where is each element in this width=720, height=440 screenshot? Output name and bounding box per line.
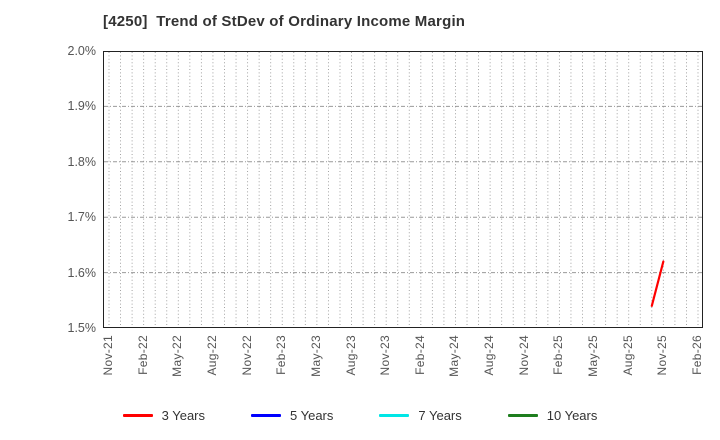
y-tick-label: 2.0% (67, 44, 97, 58)
x-tick-label: May-23 (308, 335, 323, 377)
plot-area (103, 51, 703, 328)
x-tick-label: Aug-25 (620, 335, 635, 376)
legend-label: 10 Years (546, 408, 598, 423)
x-tick-label: Feb-26 (690, 335, 704, 375)
y-tick-label: 1.7% (67, 210, 97, 225)
y-tick-label: 1.8% (67, 154, 97, 169)
x-tick-label: Aug-24 (482, 335, 497, 376)
chart-title: [4250] Trend of StDev of Ordinary Income… (103, 13, 466, 30)
x-tick-label: Nov-25 (655, 335, 670, 376)
legend-line-swatch (122, 414, 153, 417)
x-tick-label: Aug-22 (204, 335, 219, 376)
x-tick-label: May-25 (586, 335, 601, 377)
legend: 3 Years 5 Years 7 Years 10 Years (0, 408, 720, 423)
x-tick-label: Feb-25 (551, 335, 566, 375)
y-tick-label: 1.6% (67, 265, 97, 280)
legend-label: 3 Years (161, 408, 205, 423)
legend-line-swatch (251, 414, 281, 417)
x-tick-label: May-22 (170, 335, 185, 377)
x-tick-label: Nov-22 (239, 335, 254, 376)
series-line-3-years (650, 260, 665, 307)
x-tick-label: Feb-23 (274, 335, 289, 375)
y-tick-label: 1.5% (67, 321, 97, 335)
x-tick-label: Aug-23 (343, 335, 358, 376)
x-tick-label: May-24 (447, 335, 462, 377)
legend-item-10-years: 10 Years (507, 408, 598, 423)
x-tick-label: Nov-21 (101, 335, 115, 376)
legend-label: 7 Years (418, 408, 462, 423)
legend-line-swatch (379, 414, 410, 417)
legend-item-7-years: 7 Years (379, 408, 462, 423)
x-tick-label: Nov-23 (378, 335, 393, 376)
x-tick-label: Nov-24 (516, 335, 531, 376)
x-tick-label: Feb-24 (412, 335, 427, 375)
plot-border (103, 51, 703, 328)
plot-svg (103, 51, 703, 328)
y-tick-label: 1.9% (67, 99, 97, 114)
legend-label: 5 Years (290, 408, 334, 423)
legend-item-3-years: 3 Years (122, 408, 205, 423)
legend-item-5-years: 5 Years (251, 408, 333, 423)
legend-line-swatch (507, 414, 538, 417)
x-tick-label: Feb-22 (135, 335, 150, 375)
